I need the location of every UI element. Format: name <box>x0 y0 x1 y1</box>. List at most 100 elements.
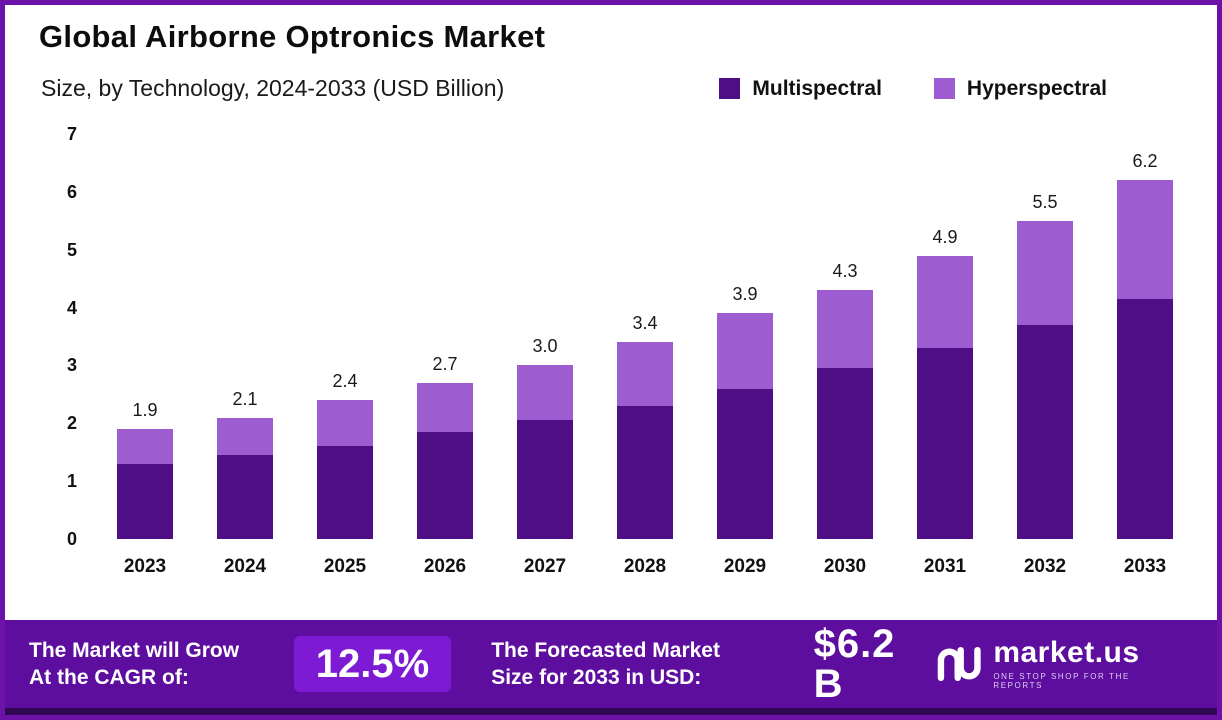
forecast-label: The Forecasted Market Size for 2033 in U… <box>491 637 783 692</box>
category-column: 2.7 2026 <box>395 133 495 583</box>
bar-segment-hyperspectral <box>617 342 673 406</box>
bar-segment-hyperspectral <box>1117 180 1173 299</box>
forecast-label-line1: The Forecasted Market <box>491 638 720 662</box>
x-axis-label: 2023 <box>123 556 167 577</box>
chart-body: 0 1 2 3 4 5 6 7 1.9 2023 2.1 2024 2.4 2025 2.7 2026 3.0… <box>35 125 1195 583</box>
bar-total-label: 5.5 <box>1032 191 1058 212</box>
bar-stack <box>417 382 473 539</box>
x-axis-label: 2029 <box>723 556 767 577</box>
bar-segment-multispectral <box>217 455 273 539</box>
x-axis-label: 2024 <box>223 556 267 577</box>
y-axis-tick-label: 6 <box>66 181 77 202</box>
bar-segment-multispectral <box>817 368 873 539</box>
brand-tagline: ONE STOP SHOP FOR THE REPORTS <box>993 672 1130 690</box>
x-axis-label: 2028 <box>623 556 667 577</box>
bar-segment-hyperspectral <box>117 429 173 464</box>
bar-segment-hyperspectral <box>717 313 773 389</box>
bar-total-label: 4.3 <box>832 261 858 282</box>
bar-segment-hyperspectral <box>217 417 273 456</box>
bar-segment-multispectral <box>1017 324 1073 539</box>
category-column: 3.0 2027 <box>495 133 595 583</box>
x-axis-label: 2031 <box>923 556 967 577</box>
bar-total-label: 1.9 <box>132 400 158 421</box>
bar-stack <box>1017 220 1073 539</box>
page-title: Global Airborne Optronics Market <box>39 19 546 54</box>
bar-stack <box>217 417 273 539</box>
bar-segment-hyperspectral <box>317 400 373 447</box>
bar-segment-multispectral <box>1117 298 1173 539</box>
forecast-label-line2: Size for 2033 in USD: <box>491 666 702 689</box>
category-column: 3.4 2028 <box>595 133 695 583</box>
y-axis-tick-label: 7 <box>66 124 77 144</box>
cagr-label-line1: The Market will Grow <box>29 638 240 662</box>
y-axis-tick-label: 2 <box>66 413 77 434</box>
subtitle-row: Size, by Technology, 2024-2033 (USD Bill… <box>41 75 1107 102</box>
bar-segment-multispectral <box>717 388 773 539</box>
bar-segment-multispectral <box>517 420 573 539</box>
cagr-label: The Market will Grow At the CAGR of: <box>29 637 286 692</box>
y-axis-tick-label: 3 <box>66 355 77 376</box>
category-column: 6.2 2033 <box>1095 133 1195 583</box>
legend-label: Hyperspectral <box>966 76 1107 100</box>
chart-legend: Multispectral Hyperspectral <box>719 77 1107 101</box>
brand-text: market.us ONE STOP SHOP FOR THE REPORTS <box>993 636 1181 691</box>
bar-segment-multispectral <box>617 405 673 539</box>
legend-swatch <box>719 78 741 99</box>
x-axis-label: 2030 <box>823 556 867 577</box>
category-column: 4.3 2030 <box>795 133 895 583</box>
category-column: 1.9 2023 <box>95 133 195 583</box>
bar-segment-hyperspectral <box>1017 220 1073 325</box>
x-axis-label: 2025 <box>323 556 367 577</box>
bar-stack <box>1117 180 1173 539</box>
bar-segment-multispectral <box>417 432 473 539</box>
bar-segment-multispectral <box>317 446 373 539</box>
x-axis-label: 2033 <box>1123 556 1167 577</box>
bar-stack <box>717 313 773 539</box>
bar-stack <box>117 429 173 539</box>
bar-stack <box>617 342 673 539</box>
footer-banner: The Market will Grow At the CAGR of: 12.… <box>5 620 1217 708</box>
bar-total-label: 2.1 <box>232 388 258 409</box>
x-axis-label: 2026 <box>423 556 467 577</box>
category-column: 4.9 2031 <box>895 133 995 583</box>
y-axis-tick-label: 1 <box>66 471 77 492</box>
plot-row: 1.9 2023 2.1 2024 2.4 2025 2.7 2026 3.0 2027 3.4 20… <box>95 133 1195 583</box>
bar-total-label: 6.2 <box>1132 151 1158 172</box>
cagr-label-line2: At the CAGR of: <box>29 666 189 689</box>
bar-segment-multispectral <box>917 348 973 539</box>
y-axis-tick-label: 4 <box>66 297 77 318</box>
y-axis-tick-label: 5 <box>66 239 77 260</box>
marketus-logo-icon <box>937 646 981 682</box>
bar-total-label: 3.9 <box>732 284 758 305</box>
x-axis-label: 2027 <box>523 556 567 577</box>
category-column: 3.9 2029 <box>695 133 795 583</box>
bar-chart: 0 1 2 3 4 5 6 7 1.9 2023 2.1 2024 2.4 2025 2.7 2026 3.0… <box>35 125 1195 583</box>
bar-segment-hyperspectral <box>817 290 873 369</box>
bar-total-label: 3.4 <box>632 313 658 334</box>
bar-total-label: 2.4 <box>332 371 358 392</box>
legend-item-multispectral: Multispectral <box>719 77 882 101</box>
bar-segment-hyperspectral <box>517 365 573 421</box>
bar-segment-multispectral <box>117 463 173 539</box>
bar-segment-hyperspectral <box>917 255 973 349</box>
bottom-strip <box>5 708 1217 715</box>
cagr-value: 12.5% <box>293 636 452 692</box>
bar-stack <box>317 400 373 539</box>
category-column: 2.4 2025 <box>295 133 395 583</box>
y-axis: 0 1 2 3 4 5 6 7 <box>35 125 95 548</box>
bar-total-label: 4.9 <box>932 226 958 247</box>
forecast-value: $6.2 B <box>813 622 896 706</box>
x-axis-label: 2032 <box>1023 556 1067 577</box>
brand-name: market.us <box>993 636 1140 669</box>
bar-stack <box>917 255 973 539</box>
legend-swatch <box>933 78 955 99</box>
y-axis-tick-label: 0 <box>66 529 77 549</box>
chart-subtitle: Size, by Technology, 2024-2033 (USD Bill… <box>41 75 505 101</box>
category-column: 5.5 2032 <box>995 133 1095 583</box>
brand-block: market.us ONE STOP SHOP FOR THE REPORTS <box>936 638 1181 690</box>
bar-segment-hyperspectral <box>417 382 473 432</box>
bar-stack <box>517 365 573 539</box>
bar-total-label: 2.7 <box>432 353 458 374</box>
legend-item-hyperspectral: Hyperspectral <box>933 76 1107 101</box>
